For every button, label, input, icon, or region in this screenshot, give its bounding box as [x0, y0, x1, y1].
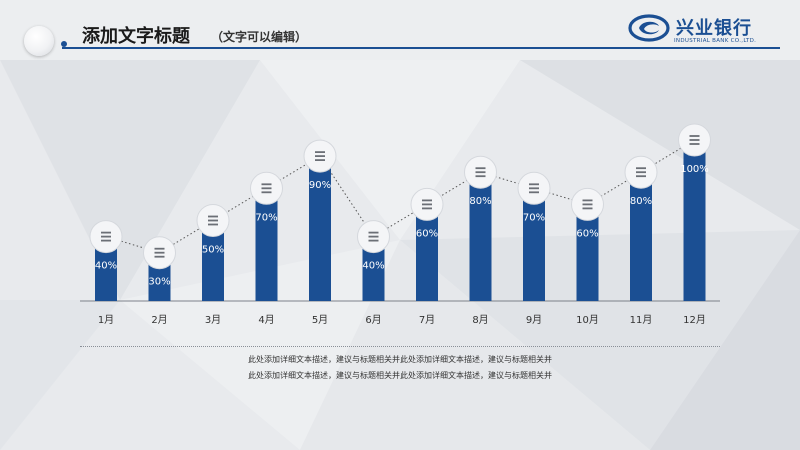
- list-icon: [689, 139, 700, 141]
- description-separator: [80, 346, 720, 347]
- list-icon: [582, 203, 593, 206]
- x-tick-label: 7月: [419, 314, 435, 326]
- list-icon: [422, 199, 432, 202]
- list-icon: [582, 199, 593, 202]
- list-icon: [101, 239, 111, 242]
- list-icon: [529, 183, 539, 186]
- data-label: 40%: [95, 261, 117, 272]
- description-line-2: 此处添加详细文本描述，建议与标题相关并此处添加详细文本描述，建议与标题相关并: [248, 371, 552, 380]
- list-icon: [261, 187, 272, 190]
- x-tick-label: 4月: [258, 314, 274, 326]
- data-label: 40%: [362, 261, 384, 272]
- list-icon: [208, 223, 218, 226]
- data-label: 80%: [469, 196, 491, 207]
- list-icon: [261, 183, 272, 186]
- list-icon: [154, 255, 165, 258]
- trend-line: [105, 139, 695, 254]
- data-label: 60%: [416, 228, 438, 239]
- list-icon: [101, 235, 111, 238]
- data-label: 100%: [680, 164, 709, 175]
- list-icon: [368, 235, 379, 238]
- list-icon: [208, 219, 218, 222]
- x-tick-label: 6月: [365, 314, 381, 326]
- list-icon: [529, 187, 539, 190]
- bar: [255, 188, 278, 301]
- logo-name: 兴业银行: [676, 18, 752, 39]
- data-label: 50%: [202, 245, 224, 256]
- list-icon: [315, 151, 325, 153]
- x-tick-label: 2月: [151, 314, 167, 326]
- list-icon: [636, 167, 646, 170]
- x-tick-label: 12月: [683, 314, 706, 326]
- bank-logo: 兴业银行 INDUSTRIAL BANK CO.,LTD.: [628, 14, 778, 46]
- list-icon: [689, 143, 700, 145]
- bar: [523, 188, 545, 301]
- bar: [309, 156, 331, 301]
- data-label: 30%: [148, 277, 170, 288]
- x-tick-label: 3月: [205, 314, 221, 326]
- data-label: 70%: [255, 212, 277, 223]
- bar: [630, 172, 652, 301]
- list-icon: [261, 191, 272, 194]
- x-tick-label: 1月: [98, 314, 114, 326]
- bar: [683, 140, 706, 301]
- data-label: 60%: [576, 228, 598, 239]
- list-icon: [422, 203, 432, 206]
- list-icon: [208, 215, 218, 218]
- list-icon: [636, 175, 646, 178]
- x-tick-label: 8月: [472, 314, 488, 326]
- list-icon: [154, 247, 165, 250]
- logo-mark-icon: [628, 14, 670, 42]
- x-tick-label: 11月: [630, 314, 653, 326]
- list-icon: [636, 171, 646, 174]
- bar: [576, 204, 599, 301]
- list-icon: [422, 207, 432, 210]
- list-icon: [315, 155, 325, 157]
- header-dot: [61, 41, 67, 47]
- bar: [202, 220, 224, 301]
- data-label: 70%: [523, 212, 545, 223]
- x-tick-label: 5月: [312, 314, 328, 326]
- x-tick-label: 10月: [576, 314, 599, 326]
- list-icon: [689, 135, 700, 137]
- data-label: 80%: [630, 196, 652, 207]
- header: 添加文字标题 （文字可以编辑） 兴业银行 INDUSTRIAL BANK CO.…: [0, 0, 800, 60]
- list-icon: [529, 191, 539, 194]
- bar: [416, 204, 438, 301]
- list-icon: [315, 159, 325, 161]
- bar: [95, 236, 117, 301]
- page-title: 添加文字标题: [82, 26, 190, 47]
- logo-english: INDUSTRIAL BANK CO.,LTD.: [674, 38, 757, 44]
- bar: [469, 172, 492, 301]
- list-icon: [475, 167, 486, 170]
- decorative-circle: [24, 26, 54, 56]
- list-icon: [582, 207, 593, 210]
- page-subtitle: （文字可以编辑）: [211, 30, 308, 44]
- list-icon: [475, 171, 486, 174]
- list-icon: [368, 231, 379, 234]
- list-icon: [101, 231, 111, 234]
- list-icon: [475, 175, 486, 178]
- bar: [362, 236, 385, 301]
- data-label: 90%: [309, 180, 331, 191]
- x-tick-label: 9月: [526, 314, 542, 326]
- list-icon: [368, 239, 379, 242]
- header-divider: [62, 47, 780, 49]
- description-line-1: 此处添加详细文本描述，建议与标题相关并此处添加详细文本描述，建议与标题相关并: [248, 355, 552, 364]
- list-icon: [154, 251, 165, 254]
